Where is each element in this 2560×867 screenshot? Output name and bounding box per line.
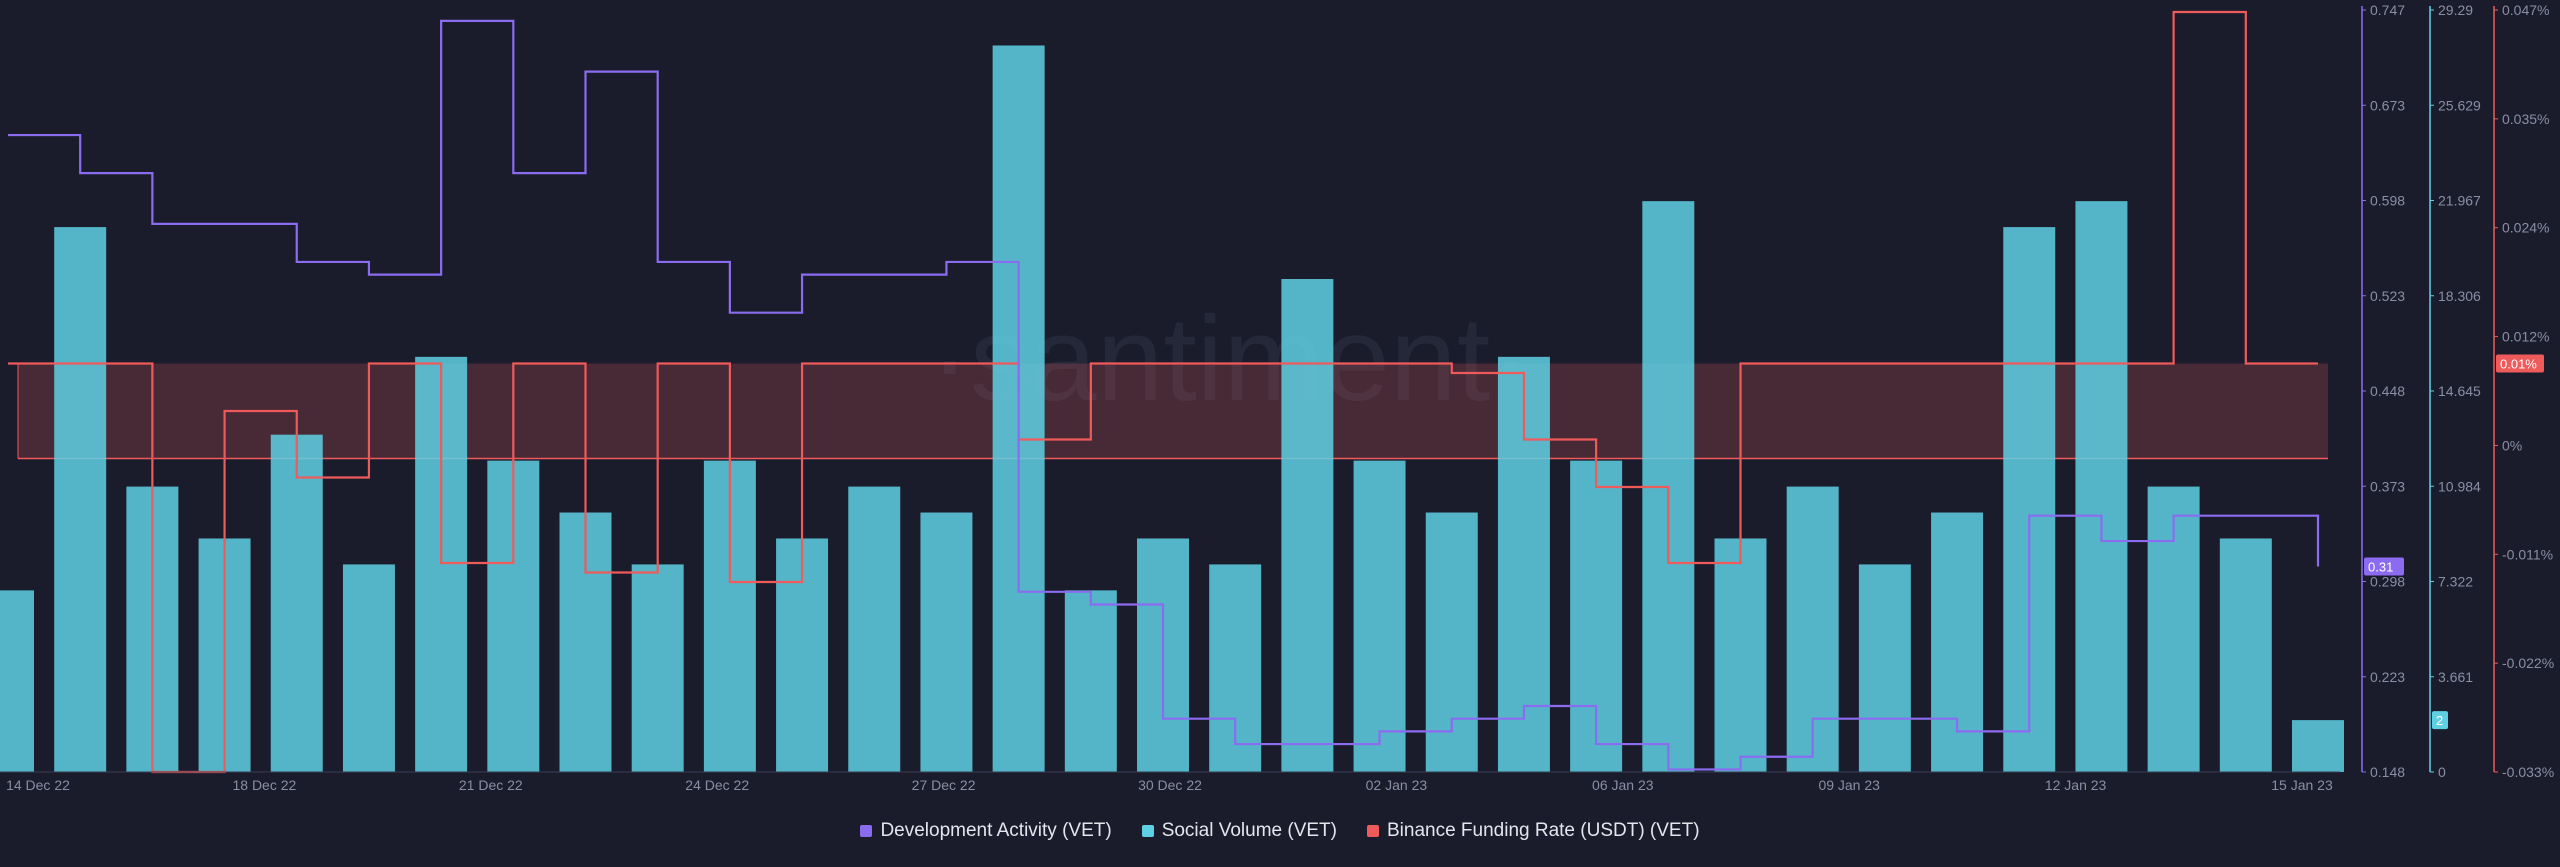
funding-rate-axis-current-value: 0.01% [2500,357,2537,372]
social-volume-bar [2075,201,2128,772]
social-volume-bar [1425,512,1478,772]
legend-swatch [1141,825,1154,837]
legend-swatch [860,825,873,837]
funding-band-fill [18,363,2328,459]
funding-rate-axis-current-badge [2496,354,2544,373]
social-volume-axis-tick-label: 7.322 [2438,574,2473,590]
x-tick-label: 15 Jan 23 [2271,777,2333,793]
legend-item-dev-activity[interactable]: Development Activity (VET) [860,820,1112,842]
dev-activity-axis-tick-label: 0.598 [2370,193,2405,209]
social-volume-axis-tick-label: 18.306 [2438,288,2481,304]
social-volume-bar [1931,512,1984,772]
x-tick-label: 18 Dec 22 [232,777,296,793]
dev-activity-axis-tick-label: 0.523 [2370,288,2405,304]
funding-rate-band [17,363,2328,460]
x-tick-label: 27 Dec 22 [912,777,976,793]
social-volume-axis-current-badge [2432,711,2448,730]
dev-activity-axis-tick-label: 0.298 [2370,574,2405,590]
dev-activity-axis-tick-label: 0.448 [2370,383,2405,399]
social-volume-bar [1064,590,1117,772]
social-volume-bar [848,486,901,772]
legend-item-social-volume[interactable]: Social Volume (VET) [1141,820,1337,842]
social-volume-axis-tick-label: 0 [2438,764,2446,780]
x-tick-label: 30 Dec 22 [1138,777,1202,793]
funding-rate-line [8,10,2318,774]
x-tick-label: 09 Jan 23 [1818,777,1880,793]
x-tick-label: 12 Jan 23 [2045,777,2107,793]
axes: 0.747 0.673 0.598 0.523 0.448 0.373 0.298 0.223… [2361,2,2554,780]
chart-svg: ·santiment· 0.7470.6730.5980.5230.4480.3… [0,2,2554,793]
social-volume-axis-tick-label: 3.661 [2438,669,2473,685]
legend-item-funding-rate[interactable]: Binance Funding Rate (USDT) (VET) [1366,820,1700,842]
x-tick-label: 02 Jan 23 [1366,777,1428,793]
social-volume-bar [2219,538,2272,772]
dev-activity-axis-current-badge [2364,557,2404,576]
dev-activity-axis-tick-label: 0.747 [2370,2,2405,18]
social-volume-bar [1858,564,1911,772]
social-volume-bar [1353,460,1406,772]
social-volume-axis-tick-label: 25.629 [2438,97,2481,113]
x-tick-label: 06 Jan 23 [1592,777,1654,793]
legend-label: Social Volume (VET) [1161,820,1337,841]
social-volume-bar [2292,720,2344,772]
legend-label: Development Activity (VET) [880,820,1112,841]
social-volume-bar [1281,278,1334,772]
legend: Development Activity (VET) Social Volume… [0,820,2560,842]
dev-activity-axis-current-value: 0.31 [2368,559,2393,574]
social-volume-bar [1714,538,1767,772]
funding-rate-axis-tick-label: 0.024% [2502,220,2549,236]
social-volume-axis-tick-label: 14.645 [2438,383,2481,399]
dev-activity-axis-tick-label: 0.673 [2370,97,2405,113]
x-tick-label: 14 Dec 22 [6,777,70,793]
x-tick-label: 21 Dec 22 [459,777,523,793]
funding-rate-axis-tick-label: 0% [2502,437,2522,453]
funding-rate-axis-tick-label: 0.047% [2502,2,2549,18]
x-axis: 14 Dec 22 18 Dec 22 21 Dec 22 24 Dec 22 27 D… [0,771,2340,793]
social-volume-bar [0,590,34,772]
dev-activity-axis-tick-label: 0.373 [2370,478,2405,494]
funding-rate-axis-tick-label: -0.022% [2502,655,2554,671]
funding-rate-axis-tick-label: 0.012% [2502,329,2549,345]
dev-activity-axis-tick-label: 0.148 [2370,764,2405,780]
social-volume-bar [54,227,107,772]
dev-activity-axis-tick-label: 0.223 [2370,669,2405,685]
series-lines [8,10,2320,774]
social-volume-axis-tick-label: 21.967 [2438,193,2481,209]
social-volume-axis-current-value: 2 [2436,713,2443,728]
social-volume-bar [342,564,395,772]
funding-rate-axis-tick-label: 0.035% [2502,111,2549,127]
social-volume-axis-tick-label: 29.29 [2438,2,2473,18]
social-volume-bar [920,512,973,772]
social-volume-bar [631,564,684,772]
legend-swatch [1366,825,1379,837]
legend-label: Binance Funding Rate (USDT) (VET) [1386,820,1700,841]
x-tick-label: 24 Dec 22 [685,777,749,793]
funding-rate-axis-tick-label: -0.033% [2502,764,2554,780]
funding-rate-axis-tick-label: -0.011% [2502,546,2553,562]
dev-activity-line [8,19,2320,771]
social-volume-bar [270,434,323,772]
social-volume-axis-tick-label: 10.984 [2438,478,2481,494]
